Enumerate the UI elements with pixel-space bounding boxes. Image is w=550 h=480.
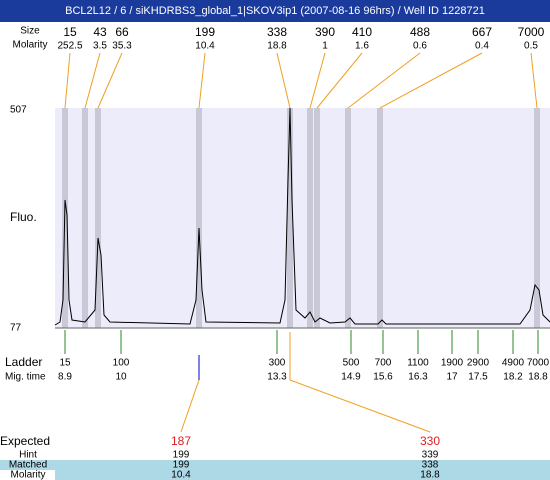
- ladder-size: 500: [343, 358, 360, 369]
- peak-molarity: 35.3: [112, 41, 132, 52]
- ladder-size: 2900: [467, 358, 490, 369]
- ladder-size: 15: [59, 358, 71, 369]
- trace: [54, 107, 550, 326]
- peak-size: 43: [93, 25, 107, 39]
- peak-size: 390: [315, 25, 335, 39]
- peak-band: [534, 108, 540, 328]
- y-top: 507: [10, 105, 27, 116]
- peak-band: [307, 108, 313, 328]
- match-value: 10.4: [171, 470, 191, 480]
- ladder-time: 13.3: [267, 372, 287, 383]
- peak-connector: [97, 52, 123, 109]
- peak-band: [95, 108, 101, 328]
- peak-band: [345, 108, 351, 328]
- row-label: Expected: [0, 434, 50, 448]
- peak-molarity: 18.8: [267, 41, 287, 52]
- ladder-size: 700: [375, 358, 392, 369]
- ladder-size: 7000: [527, 358, 550, 369]
- ladder-size: 1100: [407, 358, 429, 369]
- ladder-time: 8.9: [58, 372, 72, 383]
- row-label: Size: [20, 26, 40, 37]
- peak-molarity: 0.6: [413, 41, 427, 52]
- peak-connector: [309, 52, 326, 109]
- match-connector: [180, 379, 200, 433]
- row-label: Ladder: [5, 355, 42, 369]
- y-label: Fluo.: [10, 210, 37, 224]
- peak-connector: [84, 52, 101, 109]
- peak-band: [196, 108, 202, 328]
- match-value: 18.8: [420, 470, 440, 480]
- peak-band: [377, 108, 383, 328]
- peak-molarity: 1: [322, 41, 328, 52]
- peak-connector: [379, 52, 483, 109]
- row-label: Molarity: [12, 40, 47, 51]
- row-label: Mig. time: [5, 372, 46, 383]
- ladder-size: 300: [269, 358, 286, 369]
- match-value: 199: [173, 450, 190, 461]
- match-value: 199: [173, 460, 190, 471]
- title: BCL2L12 / 6 / siKHDRBS3_global_1|SKOV3ip…: [65, 5, 485, 17]
- ladder-time: 17: [446, 372, 458, 383]
- peak-connector: [64, 52, 71, 109]
- peak-connector: [276, 52, 291, 109]
- row-label: Matched: [9, 460, 47, 471]
- peak-connector: [316, 52, 363, 109]
- ladder-time: 17.5: [468, 372, 488, 383]
- peak-size: 66: [115, 25, 129, 39]
- peak-size: 410: [352, 25, 372, 39]
- title-bar: [0, 0, 550, 22]
- peak-band: [82, 108, 88, 328]
- peak-molarity: 0.4: [475, 41, 489, 52]
- match-value: 339: [422, 450, 439, 461]
- ladder-time: 10: [115, 372, 127, 383]
- y-bottom: 77: [10, 323, 22, 334]
- match-connector: [289, 379, 431, 433]
- row-label: Hint: [19, 450, 37, 461]
- molarity-band: [55, 470, 550, 480]
- expected-size: 187: [171, 434, 191, 448]
- ladder-size: 1900: [441, 358, 464, 369]
- peak-molarity: 1.6: [355, 41, 369, 52]
- peak-band: [314, 108, 320, 328]
- peak-size: 199: [195, 25, 215, 39]
- peak-size: 7000: [518, 25, 545, 39]
- match-value: 338: [422, 460, 439, 471]
- peak-connector: [198, 52, 206, 109]
- peak-molarity: 252.5: [57, 41, 82, 52]
- plot-area: [55, 108, 550, 328]
- ladder-time: 15.6: [373, 372, 393, 383]
- peak-molarity: 3.5: [93, 41, 107, 52]
- peak-size: 667: [472, 25, 492, 39]
- peak-molarity: 0.5: [524, 41, 538, 52]
- peak-connector: [530, 52, 538, 109]
- ladder-time: 14.9: [341, 372, 361, 383]
- row-label: Molarity: [10, 470, 45, 480]
- peak-molarity: 10.4: [195, 41, 215, 52]
- ladder-time: 18.8: [528, 372, 548, 383]
- ladder-time: 18.2: [503, 372, 523, 383]
- peak-size: 338: [267, 25, 287, 39]
- peak-connector: [347, 52, 421, 109]
- peak-size: 488: [410, 25, 430, 39]
- matched-band: [0, 460, 550, 470]
- ladder-size: 4900: [502, 358, 525, 369]
- ladder-size: 100: [113, 358, 130, 369]
- expected-size: 330: [420, 434, 440, 448]
- peak-size: 15: [63, 25, 77, 39]
- peak-band: [287, 108, 293, 328]
- ladder-time: 16.3: [408, 372, 428, 383]
